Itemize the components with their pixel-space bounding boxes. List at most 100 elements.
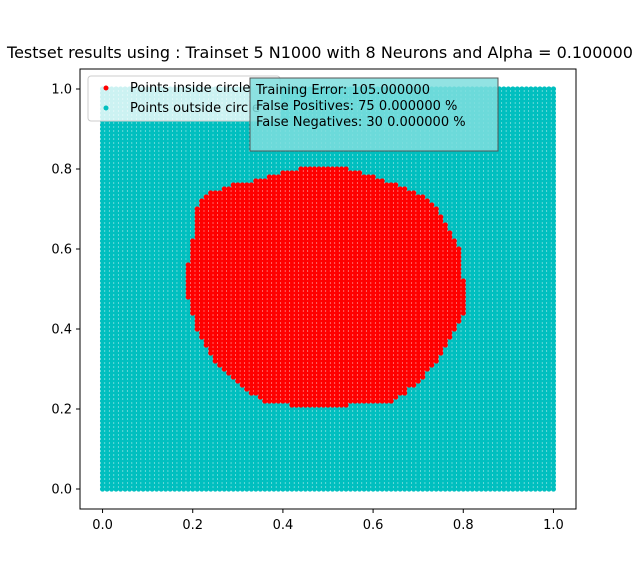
- outside-point: [347, 482, 354, 488]
- outside-point: [117, 482, 124, 488]
- outside-point: [532, 474, 539, 480]
- outside-point: [429, 486, 435, 492]
- outside-point: [221, 466, 227, 472]
- outside-point: [492, 474, 498, 480]
- outside-point: [528, 482, 534, 488]
- outside-point: [230, 486, 236, 492]
- outside-point: [523, 486, 530, 492]
- outside-point: [397, 478, 403, 484]
- outside-point: [212, 470, 218, 476]
- outside-point: [451, 478, 457, 484]
- outside-point: [474, 470, 480, 476]
- outside-point: [451, 474, 457, 480]
- outside-point: [384, 474, 390, 480]
- outside-point: [181, 474, 187, 480]
- outside-point: [438, 486, 444, 492]
- outside-point: [239, 482, 245, 488]
- outside-point: [379, 486, 385, 492]
- outside-point: [262, 466, 268, 472]
- outside-point: [384, 478, 390, 484]
- outside-point: [176, 478, 182, 484]
- outside-point: [163, 486, 169, 492]
- outside-point: [370, 470, 376, 476]
- outside-point: [131, 462, 137, 468]
- outside-point: [496, 466, 502, 472]
- outside-point: [433, 470, 439, 476]
- outside-point: [442, 482, 448, 488]
- outside-point: [505, 470, 511, 476]
- outside-point: [465, 470, 471, 476]
- outside-point: [212, 486, 218, 492]
- outside-point: [334, 466, 340, 472]
- outside-point: [496, 478, 502, 484]
- outside-point: [185, 486, 191, 492]
- outside-point: [149, 470, 155, 476]
- outside-point: [456, 466, 462, 472]
- outside-point: [154, 478, 160, 484]
- outside-point: [244, 466, 250, 472]
- outside-point: [424, 486, 430, 492]
- outside-point: [438, 470, 444, 476]
- outside-point: [343, 486, 349, 492]
- outside-point: [280, 474, 286, 480]
- outside-point: [217, 466, 223, 472]
- outside-point: [113, 486, 119, 492]
- outside-point: [370, 474, 376, 480]
- outside-point: [510, 466, 516, 472]
- outside-point: [375, 466, 381, 472]
- outside-point: [108, 478, 115, 484]
- outside-point: [338, 482, 345, 488]
- outside-point: [167, 462, 173, 468]
- outside-point: [140, 482, 146, 488]
- outside-point: [117, 478, 124, 484]
- outside-point: [194, 478, 200, 484]
- outside-point: [338, 466, 345, 472]
- outside-point: [176, 474, 182, 480]
- outside-point: [370, 466, 376, 472]
- outside-point: [154, 462, 160, 468]
- outside-point: [203, 486, 209, 492]
- outside-point: [356, 474, 363, 480]
- outside-point: [149, 482, 155, 488]
- outside-point: [424, 470, 430, 476]
- outside-point: [145, 486, 151, 492]
- outside-point: [550, 478, 557, 484]
- outside-point: [154, 466, 160, 472]
- outside-point: [388, 478, 394, 484]
- outside-point: [185, 470, 191, 476]
- outside-point: [271, 478, 277, 484]
- outside-point: [307, 486, 313, 492]
- outside-point: [460, 470, 466, 476]
- outside-point: [167, 482, 173, 488]
- outside-point: [199, 486, 205, 492]
- outside-point: [361, 486, 367, 492]
- outside-point: [375, 486, 381, 492]
- outside-point: [172, 474, 178, 480]
- outside-point: [257, 482, 263, 488]
- outside-point: [456, 486, 462, 492]
- outside-point: [176, 470, 182, 476]
- outside-point: [550, 474, 557, 480]
- outside-point: [212, 482, 218, 488]
- outside-point: [541, 482, 548, 488]
- outside-point: [167, 466, 173, 472]
- outside-point: [194, 474, 200, 480]
- outside-point: [172, 462, 178, 468]
- outside-point: [519, 470, 525, 476]
- outside-point: [415, 478, 421, 484]
- outside-point: [298, 470, 304, 476]
- outside-point: [307, 482, 313, 488]
- outside-point: [320, 470, 327, 476]
- outside-point: [361, 474, 367, 480]
- outside-point: [460, 478, 466, 484]
- outside-point: [262, 470, 268, 476]
- outside-point: [393, 470, 399, 476]
- outside-point: [523, 466, 530, 472]
- outside-point: [275, 478, 281, 484]
- outside-point: [456, 470, 462, 476]
- outside-point: [127, 482, 133, 488]
- outside-point: [537, 482, 543, 488]
- outside-point: [451, 486, 457, 492]
- outside-point: [140, 474, 146, 480]
